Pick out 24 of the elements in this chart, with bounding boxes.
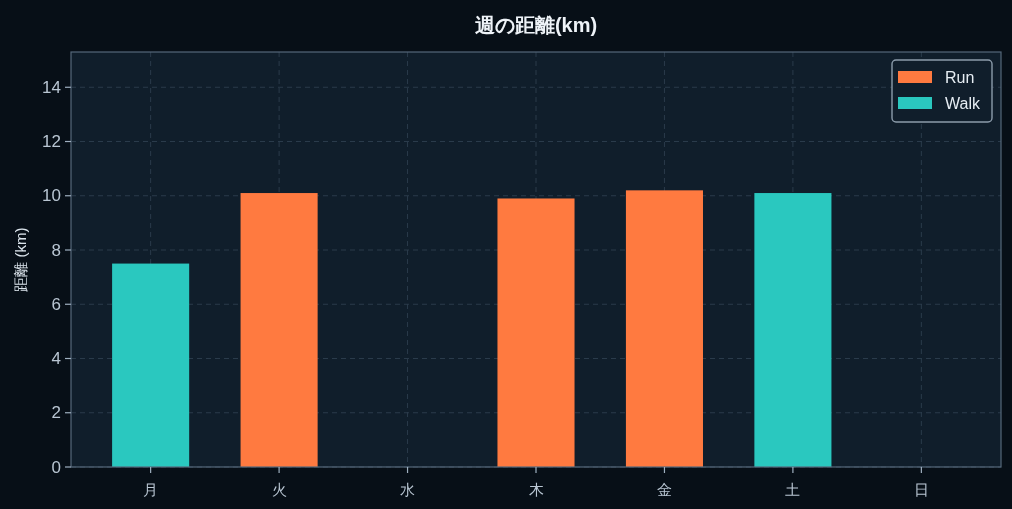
y-tick-label: 6	[51, 294, 61, 314]
x-tick-label: 火	[271, 480, 287, 498]
x-tick-label: 金	[656, 480, 672, 498]
bar	[625, 190, 703, 467]
bar	[754, 193, 832, 467]
y-tick-label: 2	[51, 403, 61, 423]
x-tick-label: 土	[785, 480, 801, 498]
bar	[240, 193, 318, 467]
x-tick-label: 木	[528, 480, 544, 498]
bar	[497, 198, 575, 467]
y-tick-label: 8	[51, 240, 61, 260]
x-tick-label: 月	[143, 480, 159, 498]
legend-label: Walk	[945, 94, 981, 112]
bar	[112, 263, 190, 467]
chart-title: 週の距離(km)	[473, 14, 598, 36]
y-tick-label: 0	[51, 457, 61, 477]
y-tick-label: 10	[42, 186, 61, 206]
x-tick-label: 日	[913, 480, 929, 498]
legend-label: Run	[945, 68, 975, 86]
x-tick-label: 水	[400, 480, 416, 498]
y-tick-label: 4	[51, 349, 61, 368]
y-tick-label: 14	[42, 77, 61, 97]
y-axis-title: 距離 (km)	[11, 227, 29, 292]
y-tick-label: 12	[42, 132, 61, 152]
